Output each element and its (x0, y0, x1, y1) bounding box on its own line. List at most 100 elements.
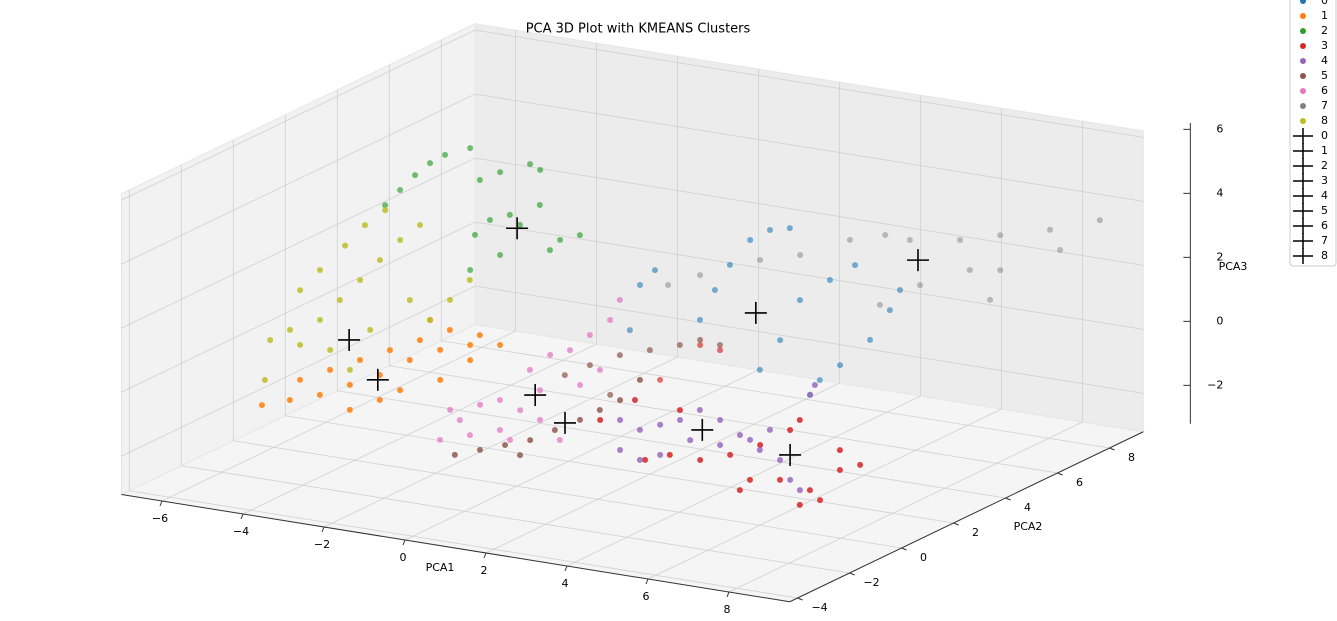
point (777, 337, 784, 344)
grid-line (728, 421, 1083, 593)
x-tick (321, 526, 325, 533)
point (427, 317, 434, 324)
point (757, 442, 764, 449)
point (586, 332, 593, 339)
point (451, 451, 458, 458)
point (697, 336, 704, 343)
point (437, 346, 444, 353)
point (806, 487, 813, 494)
grid-line (233, 440, 902, 549)
point (446, 326, 453, 333)
x-tick (240, 513, 244, 520)
x-tick (402, 539, 406, 546)
point (267, 337, 274, 344)
point (727, 451, 734, 458)
point (437, 376, 444, 383)
point (417, 221, 424, 228)
grid-line (242, 343, 597, 515)
grid-line (121, 221, 476, 393)
point (397, 186, 404, 193)
point (412, 172, 419, 179)
point (382, 202, 389, 209)
y-tick-label: 4 (1024, 501, 1031, 514)
point (716, 341, 723, 348)
z-tick-label: 6 (1216, 122, 1223, 135)
point (677, 416, 684, 423)
point (917, 282, 924, 289)
point (957, 237, 964, 244)
point (777, 457, 784, 464)
legend-marker (1300, 73, 1306, 79)
point (797, 251, 804, 258)
point (327, 347, 334, 354)
legend: 0 1 2 3 4 5 6 7 8 0 1 2 3 4 5 6 7 8 (1289, 0, 1337, 267)
point (617, 416, 624, 423)
grid-line (647, 408, 1002, 580)
point (467, 357, 474, 364)
grid-line (121, 93, 476, 265)
point (546, 247, 553, 254)
x-tick-label: −4 (233, 525, 249, 538)
point (997, 267, 1004, 274)
panes (119, 22, 1146, 603)
point (597, 416, 604, 423)
point (796, 501, 803, 508)
grid-line (475, 285, 1144, 394)
centroid (744, 301, 767, 324)
y-tick (1109, 447, 1115, 451)
x-tick (726, 591, 730, 598)
y-tick-label: 6 (1076, 476, 1083, 489)
grid-line (566, 395, 921, 567)
point (796, 417, 803, 424)
point (466, 432, 473, 439)
point (467, 342, 474, 349)
point (327, 366, 334, 373)
point (997, 232, 1004, 239)
grid-line (441, 340, 1110, 449)
point (476, 446, 483, 453)
point (496, 396, 503, 403)
point (576, 416, 583, 423)
point (346, 366, 353, 373)
point (507, 436, 514, 443)
legend-marker (1300, 58, 1306, 64)
point (876, 301, 883, 308)
grid-line (404, 369, 759, 541)
legend-label: 1 (1321, 9, 1328, 22)
point (346, 381, 353, 388)
point (547, 351, 554, 358)
point (506, 211, 513, 218)
point (816, 377, 823, 384)
grid (121, 29, 1144, 599)
point (607, 317, 614, 324)
point (636, 282, 643, 289)
x-tick-label: 4 (562, 577, 569, 590)
y-axis-label: PCA2 (1014, 520, 1043, 533)
legend-label: 7 (1321, 234, 1328, 247)
point (456, 417, 463, 424)
point (617, 397, 624, 404)
point (258, 402, 265, 409)
axes: −6 −4 −2 0 2 4 6 8 −4 −2 0 2 4 6 8 −2 0 2 4 6 (121, 122, 1223, 616)
grid-line (389, 365, 1058, 474)
point (1096, 217, 1103, 224)
y-tick-label: 8 (1128, 451, 1135, 464)
legend-marker (1300, 0, 1306, 4)
point (811, 381, 818, 388)
x-tick-label: 2 (481, 564, 488, 577)
x-tick-label: 8 (724, 603, 731, 616)
point (796, 487, 803, 494)
side-pane (121, 22, 476, 496)
point (502, 442, 509, 449)
point (297, 341, 304, 348)
point (786, 225, 793, 232)
point (316, 316, 323, 323)
grid-line (181, 465, 850, 574)
point (697, 341, 704, 348)
point (567, 347, 574, 354)
y-tick-label: −4 (811, 601, 827, 614)
point (466, 276, 473, 283)
point (316, 391, 323, 398)
legend-label: 3 (1321, 39, 1328, 52)
